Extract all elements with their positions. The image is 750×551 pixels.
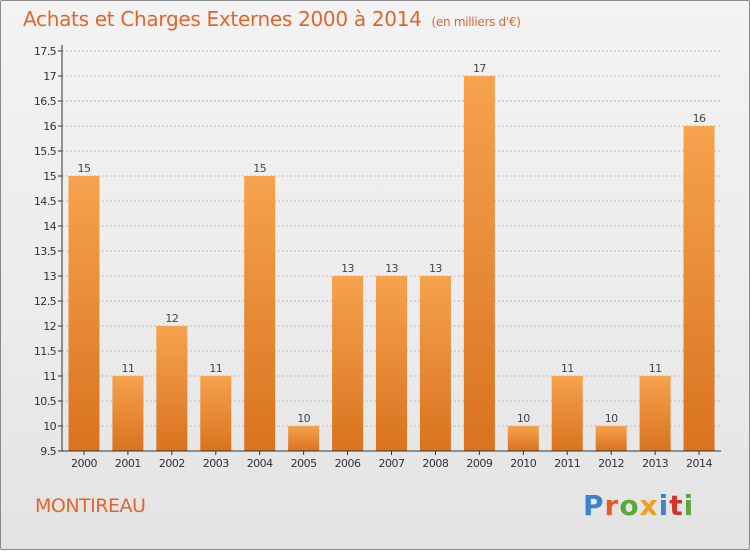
y-tick-label: 10.5 <box>34 395 57 408</box>
logo-letter: i <box>658 489 670 522</box>
y-tick-label: 9.5 <box>40 445 56 458</box>
x-tick-label: 2007 <box>379 457 405 470</box>
x-tick-label: 2010 <box>510 457 536 470</box>
y-tick-label: 16 <box>43 120 56 133</box>
bar <box>200 376 232 451</box>
bar <box>112 376 144 451</box>
logo-letter: r <box>604 489 620 522</box>
bar-value-label: 10 <box>297 412 310 425</box>
y-tick-label: 17 <box>43 70 56 83</box>
axes <box>58 45 721 455</box>
bar <box>595 426 627 451</box>
x-tick-label: 2008 <box>422 457 448 470</box>
logo-letter: t <box>669 489 684 522</box>
bar-value-label: 11 <box>209 362 222 375</box>
chart-unit: (en milliers d'€) <box>431 15 521 29</box>
bar <box>683 126 715 451</box>
bar <box>156 326 188 451</box>
bar-value-label: 11 <box>121 362 134 375</box>
y-tick-label: 15.5 <box>34 145 57 158</box>
bar-value-label: 11 <box>649 362 662 375</box>
bar <box>463 76 495 451</box>
logo-letter: i <box>683 489 695 522</box>
bar-value-label: 13 <box>385 262 398 275</box>
x-tick-label: 2005 <box>291 457 317 470</box>
y-tick-label: 11 <box>43 370 56 383</box>
chart-title: Achats et Charges Externes 2000 à 2014 (e… <box>23 7 521 31</box>
bar <box>244 176 276 451</box>
bar-value-label: 13 <box>341 262 354 275</box>
bar-value-label: 15 <box>253 162 266 175</box>
bar-value-label: 16 <box>693 112 706 125</box>
x-tick-label: 2003 <box>203 457 229 470</box>
bar-value-label: 12 <box>165 312 178 325</box>
y-tick-label: 12 <box>43 320 56 333</box>
bar-value-label: 10 <box>517 412 530 425</box>
bar <box>288 426 320 451</box>
bar-value-label: 13 <box>429 262 442 275</box>
y-tick-label: 14.5 <box>34 195 57 208</box>
x-tick-label: 2000 <box>71 457 97 470</box>
town-name: MONTIREAU <box>35 495 146 517</box>
bar-value-label: 11 <box>561 362 574 375</box>
x-tick-label: 2004 <box>247 457 273 470</box>
bars <box>68 76 715 451</box>
y-tick-label: 13.5 <box>34 245 57 258</box>
y-tick-label: 12.5 <box>34 295 57 308</box>
x-tick-label: 2011 <box>554 457 580 470</box>
bar-value-label: 15 <box>78 162 91 175</box>
proxiti-logo: Proxiti <box>583 489 694 522</box>
y-tick-label: 10 <box>43 420 56 433</box>
bar <box>639 376 671 451</box>
y-tick-label: 13 <box>43 270 56 283</box>
bar-value-label: 10 <box>605 412 618 425</box>
logo-letter: P <box>583 489 605 522</box>
bar <box>376 276 407 451</box>
y-tick-label: 14 <box>43 220 56 233</box>
bar <box>551 376 583 451</box>
x-tick-label: 2014 <box>686 457 712 470</box>
logo-letter: o <box>619 489 640 522</box>
x-tick-label: 2009 <box>466 457 492 470</box>
bar <box>507 426 539 451</box>
y-tick-label: 17.5 <box>34 45 57 58</box>
x-tick-label: 2013 <box>642 457 668 470</box>
labels: 9.5 10 10.5 11 11.5 12 12.5 13 13.5 14 14.5 15 15.5 1… <box>34 45 713 470</box>
x-tick-label: 2002 <box>159 457 185 470</box>
bar-value-label: 17 <box>473 62 486 75</box>
bar <box>332 276 364 451</box>
bar <box>68 176 100 451</box>
logo-letter: x <box>639 489 659 522</box>
x-tick-label: 2001 <box>115 457 141 470</box>
x-tick-label: 2006 <box>335 457 361 470</box>
chart-title-text: Achats et Charges Externes 2000 à 2014 <box>23 7 422 31</box>
bar <box>419 276 451 451</box>
x-tick-label: 2012 <box>598 457 624 470</box>
y-tick-label: 15 <box>43 170 56 183</box>
y-tick-label: 16.5 <box>34 95 57 108</box>
y-tick-label: 11.5 <box>34 345 57 358</box>
